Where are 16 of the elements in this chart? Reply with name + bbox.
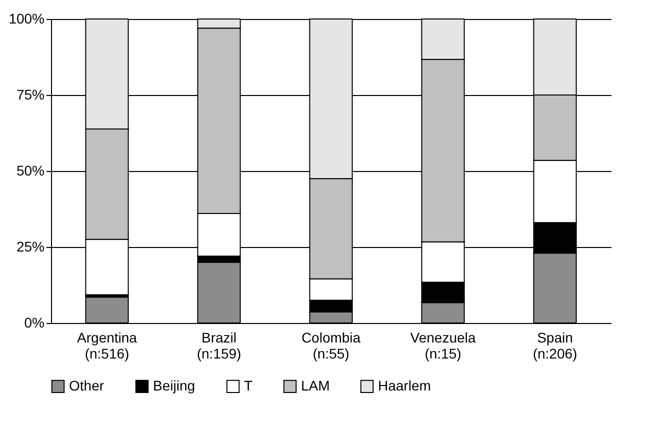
x-tick-label: Argentina (n:516) bbox=[77, 330, 138, 362]
y-tick-label: 25% bbox=[16, 238, 44, 254]
legend-label: Beijing bbox=[153, 377, 196, 394]
legend-label: Haarlem bbox=[378, 377, 431, 394]
y-tick-label: 50% bbox=[16, 162, 44, 178]
legend-label: Other bbox=[69, 377, 104, 394]
y-tick-label: 100% bbox=[8, 10, 44, 26]
x-tick-label: Spain (n:206) bbox=[532, 330, 578, 362]
y-tick-label: 0% bbox=[24, 314, 44, 330]
x-tick-label: Brazil (n:159) bbox=[196, 330, 242, 362]
x-tick-label: Venezuela (n:15) bbox=[410, 330, 476, 362]
y-tick-label: 75% bbox=[16, 86, 44, 102]
bar bbox=[85, 296, 129, 324]
legend-label: T bbox=[244, 377, 253, 394]
x-tick-label: Colombia (n:55) bbox=[301, 330, 361, 362]
legend-label: LAM bbox=[301, 377, 330, 394]
